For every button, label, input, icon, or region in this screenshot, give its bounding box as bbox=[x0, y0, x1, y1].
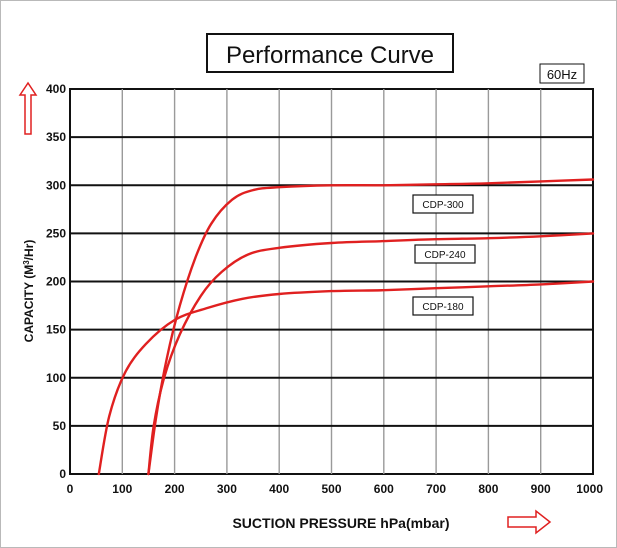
x-tick-label: 500 bbox=[321, 482, 341, 496]
y-tick-label: 0 bbox=[59, 467, 66, 481]
right-arrow-icon bbox=[507, 509, 552, 535]
y-tick-label: 350 bbox=[46, 130, 66, 144]
series-line-cdp-300 bbox=[147, 178, 595, 476]
x-tick-label: 100 bbox=[112, 482, 132, 496]
y-tick-label: 200 bbox=[46, 275, 66, 289]
series-curves bbox=[97, 178, 595, 476]
series-label-cdp-240: CDP-240 bbox=[414, 244, 476, 264]
y-tick-label: 150 bbox=[46, 323, 66, 337]
y-axis-label: CAPACITY (M3/Hr) bbox=[22, 240, 37, 343]
y-tick-label: 300 bbox=[46, 178, 66, 192]
x-tick-label: 600 bbox=[374, 482, 394, 496]
x-tick-label: 200 bbox=[165, 482, 185, 496]
series-label-cdp-180: CDP-180 bbox=[412, 296, 474, 316]
y-tick-label: 250 bbox=[46, 226, 66, 240]
series-label-box bbox=[412, 296, 474, 316]
x-tick-label: 900 bbox=[531, 482, 551, 496]
series-label-text: CDP-180 bbox=[422, 302, 464, 313]
series-label-box bbox=[412, 194, 474, 214]
y-axis-label-part-2: /Hr) bbox=[22, 240, 36, 261]
x-tick-labels: 0 100 200 300 400 500 600 700 800 900 1000 bbox=[67, 482, 604, 496]
series-label-text: CDP-300 bbox=[422, 200, 464, 211]
series-labels: CDP-300 CDP-240 CDP-180 bbox=[412, 194, 476, 316]
series-label-cdp-300: CDP-300 bbox=[412, 194, 474, 214]
series-label-box bbox=[414, 244, 476, 264]
x-tick-label: 700 bbox=[426, 482, 446, 496]
y-tick-label: 400 bbox=[46, 82, 66, 96]
y-tick-labels: 0 50 100 150 200 250 300 350 400 bbox=[46, 82, 66, 481]
up-arrow-icon bbox=[18, 81, 38, 135]
x-tick-label: 0 bbox=[67, 482, 74, 496]
frequency-badge: 60Hz bbox=[547, 67, 577, 82]
frequency-badge-box bbox=[539, 63, 585, 84]
x-tick-label: 400 bbox=[269, 482, 289, 496]
series-line-cdp-180 bbox=[97, 280, 595, 476]
y-axis-label-superscript: 3 bbox=[22, 260, 31, 265]
x-tick-label: 1000 bbox=[576, 482, 603, 496]
series-line-cdp-240 bbox=[147, 232, 595, 476]
series-label-text: CDP-240 bbox=[424, 250, 466, 261]
title-box bbox=[206, 33, 454, 73]
y-axis-label-part-1: CAPACITY (M bbox=[22, 265, 36, 343]
x-tick-label: 800 bbox=[478, 482, 498, 496]
y-tick-label: 50 bbox=[53, 419, 67, 433]
y-tick-label: 100 bbox=[46, 371, 66, 385]
x-axis-label: SUCTION PRESSURE hPa(mbar) bbox=[232, 515, 449, 531]
x-tick-label: 300 bbox=[217, 482, 237, 496]
chart-title: Performance Curve bbox=[226, 42, 434, 69]
